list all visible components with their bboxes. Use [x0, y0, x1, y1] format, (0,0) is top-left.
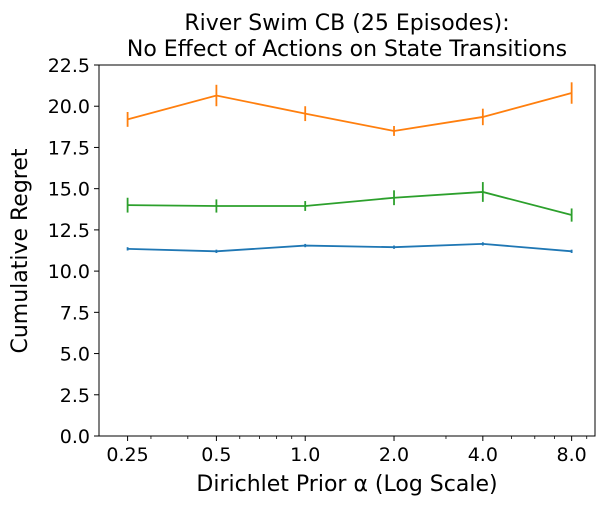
x-tick-label: 0.25 [106, 444, 148, 466]
x-tick-label: 2.0 [379, 444, 409, 466]
y-tick-label: 2.5 [60, 385, 90, 407]
x-axis-label: Dirichlet Prior α (Log Scale) [196, 472, 497, 497]
y-axis-label: Cumulative Regret [8, 148, 33, 353]
x-tick-label: 8.0 [557, 444, 587, 466]
y-tick-label: 22.5 [48, 55, 90, 77]
plot-frame [98, 64, 596, 437]
y-tick-label: 20.0 [48, 96, 90, 118]
series-green-line [127, 191, 572, 216]
y-tick-label: 12.5 [48, 220, 90, 242]
y-tick-label: 17.5 [48, 137, 90, 159]
series-blue-line [127, 242, 572, 253]
x-tick-label: 0.5 [201, 444, 231, 466]
y-tick-label: 15.0 [48, 179, 90, 201]
x-tick-label: 1.0 [290, 444, 320, 466]
chart-title-line-2: No Effect of Actions on State Transition… [127, 37, 567, 62]
y-tick-label: 7.5 [60, 302, 90, 324]
chart-title-line-1: River Swim CB (25 Episodes): [184, 11, 509, 36]
series-orange-line [127, 92, 572, 132]
y-tick-label: 0.0 [60, 426, 90, 448]
x-tick-label: 4.0 [468, 444, 498, 466]
y-tick-label: 10.0 [48, 261, 90, 283]
y-tick-label: 5.0 [60, 344, 90, 366]
plot-area: 0.0 2.5 5.0 7.5 10.0 12.5 15.0 17.5 20.0 22.5 0.25… [48, 55, 596, 466]
